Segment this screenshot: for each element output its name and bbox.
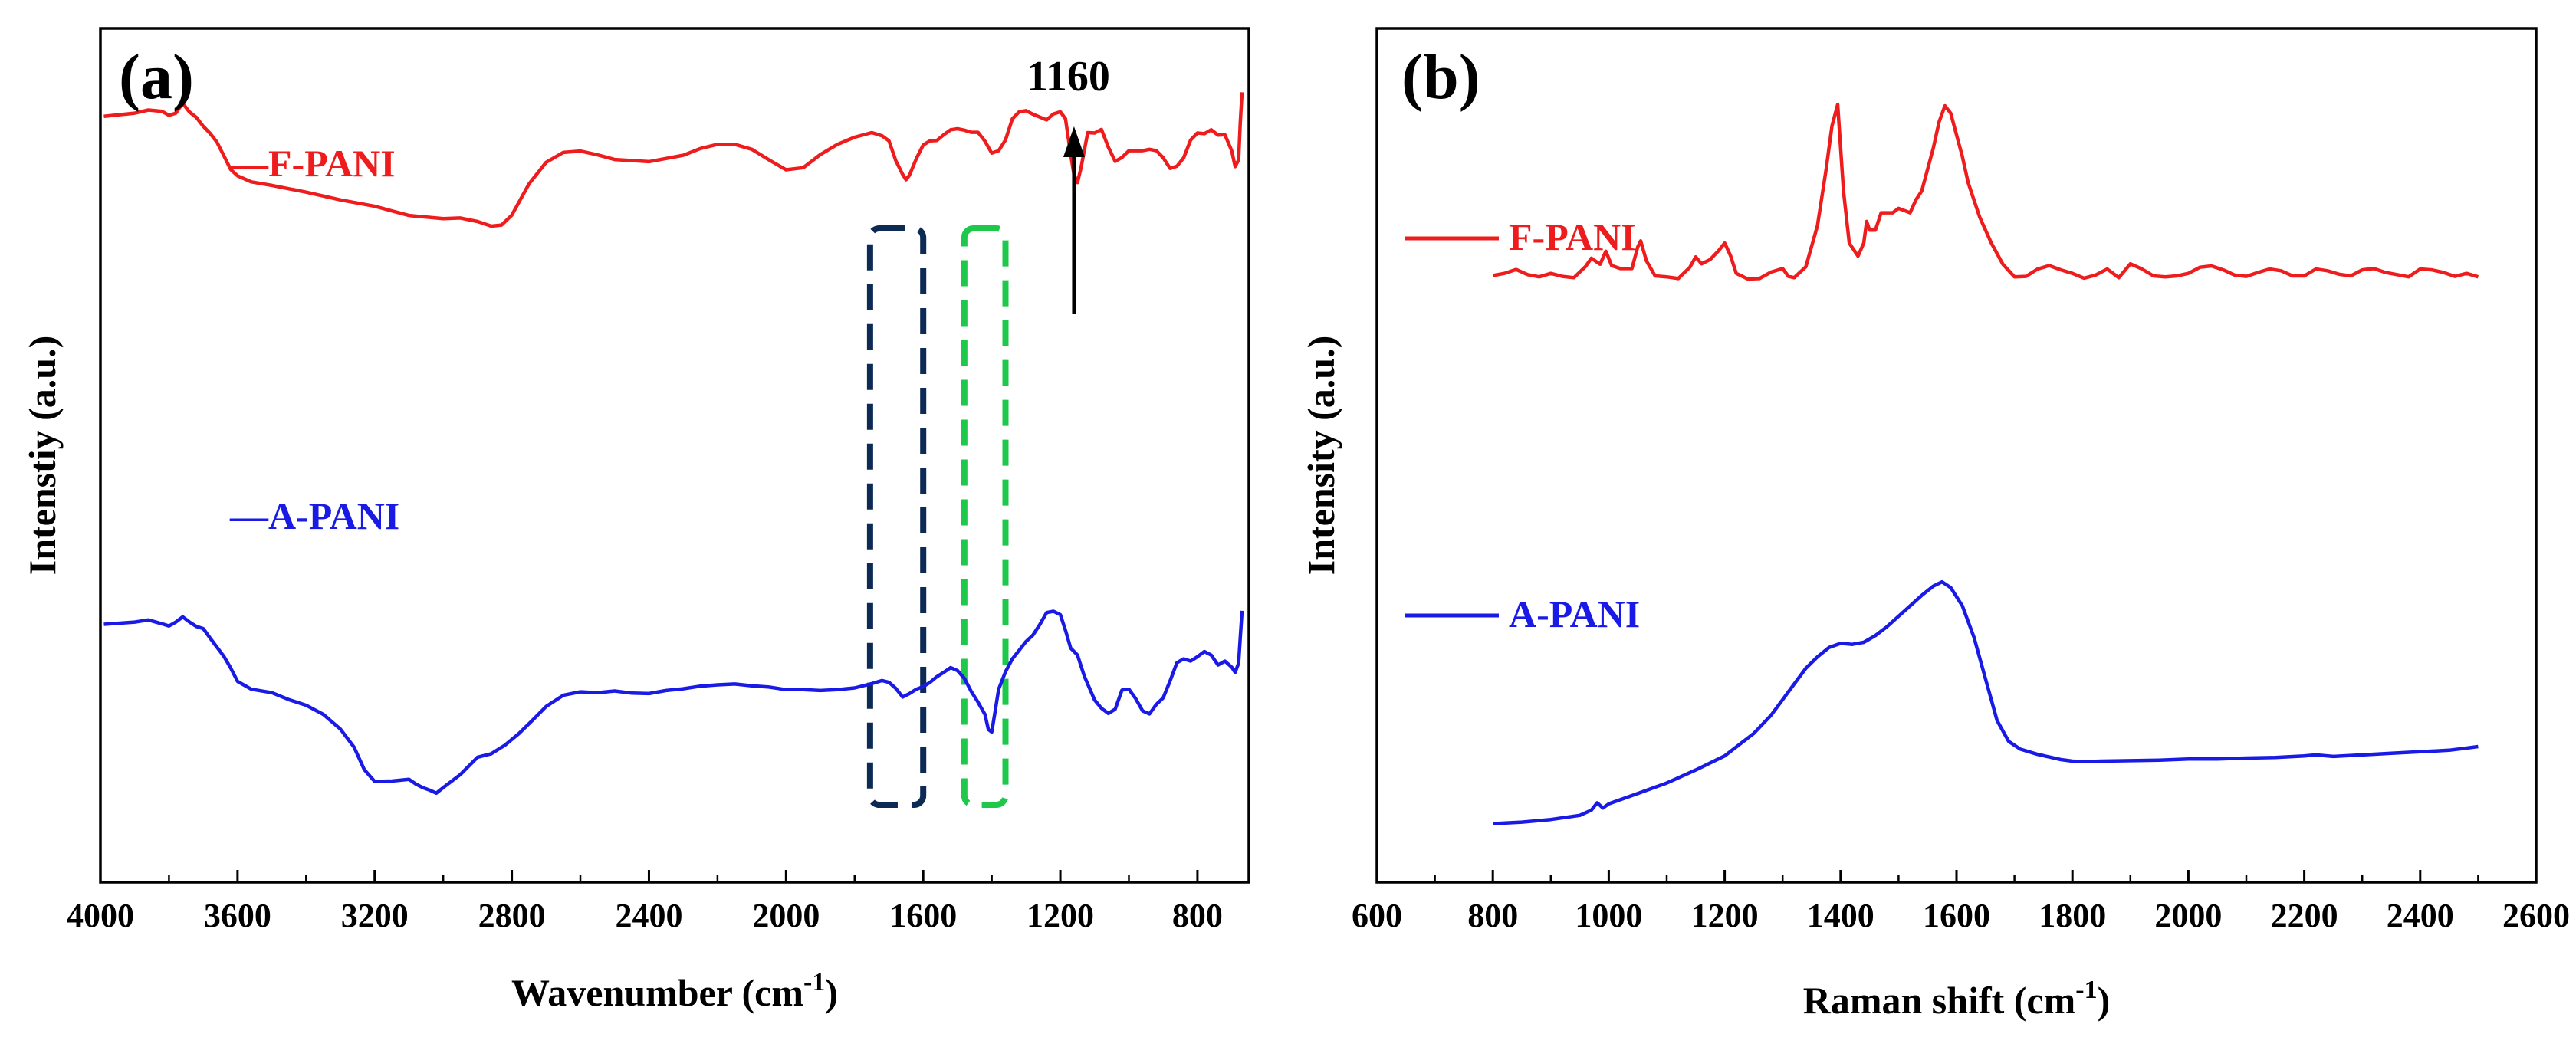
x-tick-label-2600: 2600 — [2502, 897, 2570, 934]
series-line-f-pani — [104, 92, 1244, 228]
panel-a-x-axis-title: Wavenumber (cm-1) — [511, 968, 838, 1014]
series-line-a-pani — [104, 609, 1244, 796]
panel-a-y-axis-title: Intenstiy (a.u.) — [21, 336, 64, 576]
highlight-box-2 — [961, 225, 1009, 808]
series-line-f-pani — [1492, 103, 2479, 281]
x-tick-label-2000: 2000 — [752, 897, 820, 934]
panel-a-chart: 4000 3600 3200 2800 2400 2000 1600 1200 800 —F-P… — [21, 27, 1250, 1014]
x-tick-label-1400: 1400 — [1807, 897, 1875, 934]
annotation-arrow-head — [1063, 126, 1085, 157]
panel-a-label: (a) — [119, 41, 194, 113]
legend-label-a-pani: A-PANI — [1509, 592, 1640, 635]
panel-b-x-axis-title: Raman shift (cm-1) — [1803, 976, 2111, 1022]
x-tick-label-2800: 2800 — [478, 897, 546, 934]
panel-b-y-axis-title: Intensity (a.u.) — [1300, 336, 1342, 576]
x-tick-label-2200: 2200 — [2271, 897, 2338, 934]
x-tick-label-2000: 2000 — [2154, 897, 2222, 934]
legend-label-f-pani: —F-PANI — [229, 142, 396, 185]
annotation-label-1160: 1160 — [1027, 53, 1110, 100]
x-tick-label-800: 800 — [1172, 897, 1223, 934]
x-tick-label-2400: 2400 — [2387, 897, 2454, 934]
panel-b-label: (b) — [1401, 41, 1480, 113]
highlight-box-1 — [866, 225, 927, 808]
x-tick-label-3600: 3600 — [204, 897, 271, 934]
legend-label-f-pani: F-PANI — [1509, 215, 1636, 258]
x-tick-label-1600: 1600 — [1923, 897, 1990, 934]
legend-label-a-pani: —A-PANI — [229, 494, 399, 537]
x-tick-label-1800: 1800 — [2039, 897, 2106, 934]
x-tick-label-800: 800 — [1467, 897, 1518, 934]
x-tick-label-2400: 2400 — [615, 897, 682, 934]
series-line-a-pani — [1493, 579, 2479, 825]
x-tick-label-600: 600 — [1352, 897, 1402, 934]
x-tick-label-1200: 1200 — [1027, 897, 1094, 934]
x-tick-label-1200: 1200 — [1691, 897, 1759, 934]
panel-b-chart: 600 800 1000 1200 1400 1600 1800 2000 2200 2400 26… — [1300, 27, 2570, 1022]
panel-a-plot-frame — [99, 27, 1250, 884]
x-tick-label-1000: 1000 — [1575, 897, 1642, 934]
x-tick-label-1600: 1600 — [889, 897, 957, 934]
x-tick-label-4000: 4000 — [67, 897, 134, 934]
x-tick-label-3200: 3200 — [341, 897, 409, 934]
